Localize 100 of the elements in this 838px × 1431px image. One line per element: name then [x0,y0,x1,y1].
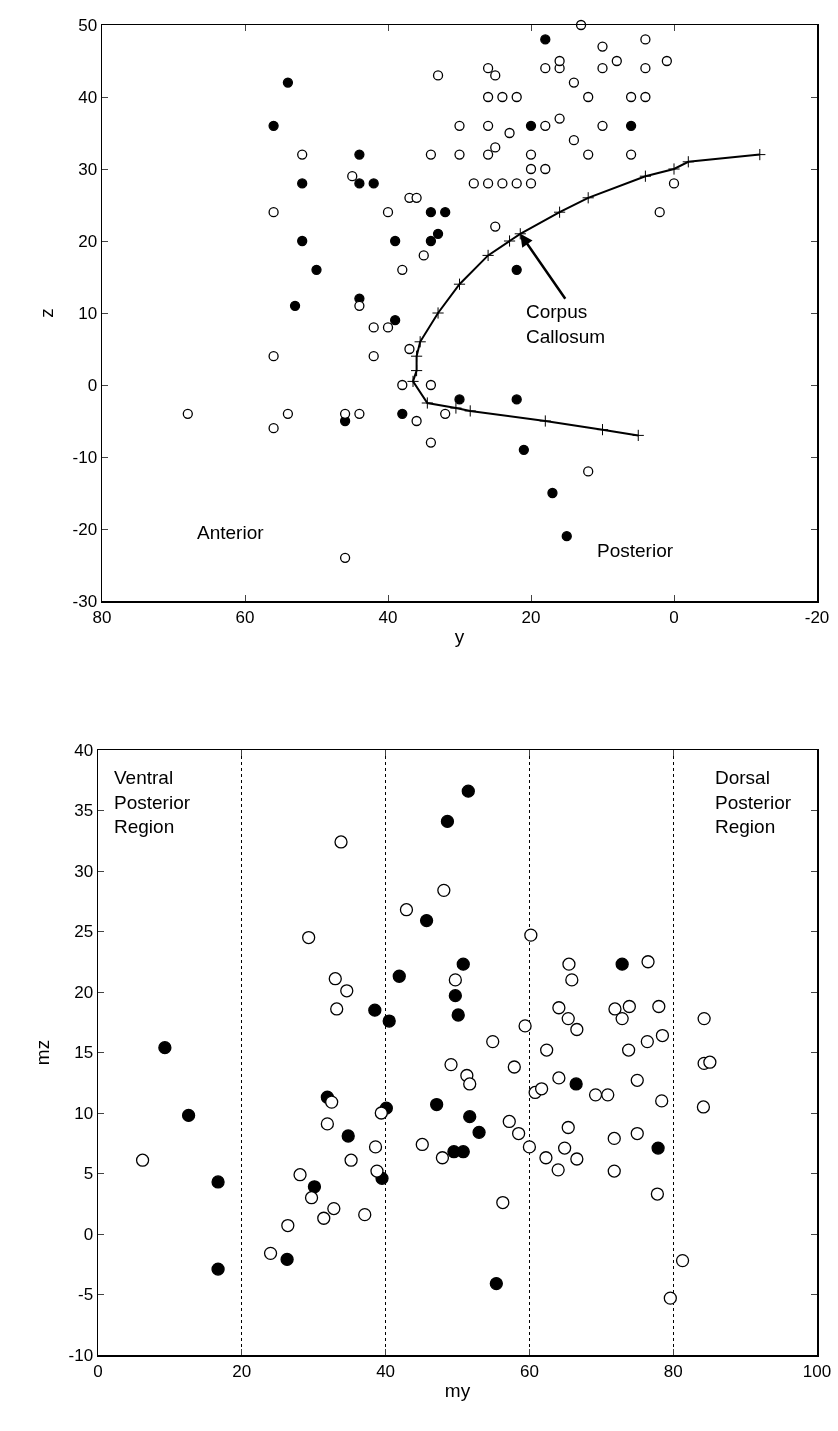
point [414,335,427,348]
y-tick-label: -5 [77,1285,94,1305]
y-tick-label: 10 [74,1103,94,1123]
point [539,414,552,428]
point [425,235,437,247]
y-tick-label: 30 [74,861,94,881]
point [419,913,434,928]
point [451,1008,465,1022]
x-tick-label: 60 [519,1361,539,1381]
point [503,234,516,248]
point [282,77,294,88]
point [440,207,451,218]
y-tick-label: 5 [83,1164,94,1184]
point [311,264,322,275]
point [561,531,572,542]
point [472,1125,486,1139]
annotation: Corpus Callosum [526,301,606,347]
point [410,364,423,377]
annotation: Dorsal Posterior Region [715,767,792,838]
point [518,444,529,455]
point [482,249,495,262]
point [632,429,645,442]
point [582,191,595,204]
x-tick-label: 100 [802,1361,832,1381]
y-axis-title: z [35,308,57,318]
x-tick-label: -20 [804,607,830,627]
y-tick-label: 30 [78,159,98,179]
y-axis-title: mz [31,1039,53,1066]
point [289,300,301,311]
point [511,264,522,275]
point [569,1077,583,1091]
point [454,394,465,405]
y-tick-label: 40 [78,87,98,107]
point [406,375,420,388]
point [651,1141,665,1155]
point [489,1276,503,1291]
point [461,784,475,798]
point [307,1180,322,1194]
point [625,120,637,131]
y-tick-label: -20 [72,519,98,539]
x-tick-label: 0 [669,607,679,627]
annotation: Posterior [597,540,674,561]
y-tick-label: 35 [74,801,94,821]
y-tick-label: 15 [74,1043,94,1063]
point [181,1108,196,1123]
y-tick-label: 25 [74,922,94,942]
point [354,149,365,160]
point [297,178,308,189]
point [397,408,408,419]
point [553,206,566,219]
point [368,1003,382,1017]
point [341,1129,355,1143]
point [280,1252,294,1267]
point [432,228,444,239]
y-tick-label: -10 [72,447,98,467]
x-axis-title: y [454,626,465,648]
point [464,404,477,418]
x-tick-label: 60 [235,607,255,627]
point [453,278,466,291]
x-tick-label: 20 [232,1361,252,1381]
point [382,1014,396,1028]
point [449,401,463,415]
point [682,155,695,168]
point [368,178,379,189]
y-tick-label: 0 [87,375,98,395]
y-tick-label: 50 [78,15,98,35]
point [440,814,455,829]
point [615,957,629,971]
point [431,306,445,320]
y-tick-label: 0 [83,1224,94,1244]
y-tick-label: 20 [78,231,98,251]
x-tick-label: 20 [521,607,541,627]
point [158,1041,172,1055]
point [392,969,406,983]
point [456,957,470,971]
point [547,487,558,499]
x-tick-label: 40 [378,607,398,627]
annotation: Ventral Posterior Region [114,767,191,838]
y-tick-label: 40 [74,740,94,760]
point [390,315,401,326]
point [211,1262,225,1276]
point [639,170,652,183]
point [753,148,766,161]
point [297,235,308,247]
point [211,1175,225,1189]
point [410,350,423,363]
point [425,207,437,218]
point [354,178,365,189]
y-tick-label: -10 [68,1345,94,1365]
y-tick-label: 20 [74,982,94,1002]
point [667,162,681,176]
point [430,1097,444,1112]
x-tick-label: 80 [663,1361,683,1381]
point [448,988,462,1003]
annotation: Anterior [197,522,265,543]
point [456,1145,470,1159]
point [540,34,551,45]
point [268,120,279,131]
x-tick-label: 40 [376,1361,396,1381]
x-axis-title: my [444,1380,471,1402]
